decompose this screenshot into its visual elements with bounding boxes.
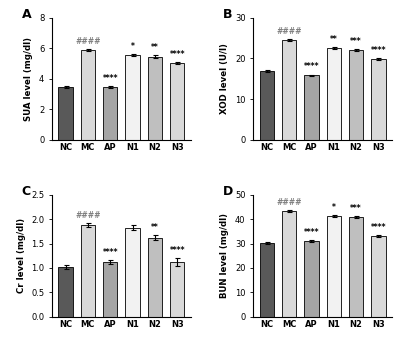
Bar (58, 267, 73, 317)
Bar (58, 87, 73, 140)
Text: ****: **** (304, 228, 319, 237)
Bar (282, 211, 296, 317)
Text: ****: **** (371, 223, 386, 232)
Text: ***: *** (350, 203, 362, 213)
Text: **: ** (330, 35, 338, 44)
Bar (304, 75, 319, 140)
Text: *: * (332, 203, 336, 212)
Text: **: ** (151, 223, 159, 232)
Bar (103, 87, 118, 140)
Bar (371, 59, 386, 140)
Text: ****: **** (170, 50, 185, 58)
Y-axis label: XOD level (U/l): XOD level (U/l) (220, 43, 230, 114)
Bar (349, 217, 363, 317)
Bar (326, 216, 341, 317)
Text: **: ** (151, 43, 159, 52)
Text: ####: #### (276, 198, 302, 207)
Text: ****: **** (304, 62, 319, 71)
Bar (103, 262, 118, 317)
Bar (148, 238, 162, 317)
Text: ****: **** (102, 248, 118, 257)
Y-axis label: SUA level (mg/dl): SUA level (mg/dl) (24, 37, 34, 121)
Text: ****: **** (170, 246, 185, 255)
Text: ***: *** (350, 37, 362, 46)
Bar (349, 50, 363, 140)
Text: B: B (223, 8, 232, 21)
Bar (81, 50, 95, 140)
Bar (304, 241, 319, 317)
Bar (81, 225, 95, 317)
Bar (170, 63, 184, 140)
Bar (148, 57, 162, 140)
Text: C: C (22, 185, 30, 198)
Bar (326, 48, 341, 140)
Text: A: A (22, 8, 31, 21)
Text: *: * (131, 42, 134, 51)
Text: ****: **** (371, 46, 386, 55)
Text: ****: **** (102, 74, 118, 83)
Bar (371, 236, 386, 317)
Bar (260, 70, 274, 140)
Text: ####: #### (75, 37, 101, 45)
Text: ####: #### (75, 211, 101, 220)
Bar (125, 55, 140, 140)
Bar (282, 40, 296, 140)
Bar (260, 243, 274, 317)
Bar (125, 228, 140, 317)
Text: D: D (223, 185, 233, 198)
Y-axis label: Cr level (mg/dl): Cr level (mg/dl) (17, 218, 26, 293)
Bar (170, 262, 184, 317)
Text: ####: #### (276, 27, 302, 36)
Y-axis label: BUN level (mg/dl): BUN level (mg/dl) (220, 213, 230, 298)
